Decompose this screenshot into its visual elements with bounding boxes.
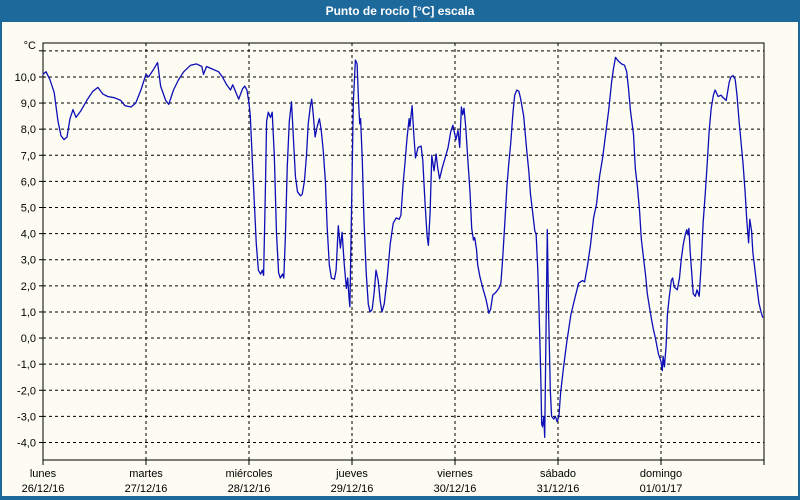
x-day-name-label: martes	[129, 468, 163, 480]
y-tick-label: 7,0	[21, 150, 36, 162]
y-tick-label: 9,0	[21, 98, 36, 110]
y-tick-label: 3,0	[21, 255, 36, 267]
x-date-label: 27/12/16	[125, 483, 168, 495]
y-tick-label: 8,0	[21, 124, 36, 136]
y-tick-label: -3,0	[17, 411, 36, 423]
x-date-label: 28/12/16	[228, 483, 271, 495]
x-date-label: 31/12/16	[537, 483, 580, 495]
y-tick-label: 10,0	[15, 72, 36, 84]
x-day-name-label: viernes	[437, 468, 473, 480]
x-day-name-label: lunes	[30, 468, 57, 480]
x-date-label: 29/12/16	[331, 483, 374, 495]
y-tick-label: -1,0	[17, 359, 36, 371]
window-title: Punto de rocío [°C] escala	[325, 4, 475, 18]
y-tick-label: -2,0	[17, 385, 36, 397]
y-tick-label: 4,0	[21, 229, 36, 241]
y-axis-unit-label: °C	[24, 40, 36, 52]
y-tick-label: 2,0	[21, 281, 36, 293]
y-tick-label: 1,0	[21, 307, 36, 319]
y-tick-label: -4,0	[17, 438, 36, 450]
plot-frame	[42, 42, 765, 461]
x-date-label: 26/12/16	[22, 483, 65, 495]
dew-point-series-line	[42, 56, 764, 438]
x-day-name-label: sábado	[540, 468, 576, 480]
x-day-name-label: miércoles	[225, 468, 273, 480]
x-day-name-label: domingo	[640, 468, 682, 480]
window-title-bar: Punto de rocío [°C] escala	[2, 0, 798, 22]
x-date-label: 30/12/16	[434, 483, 477, 495]
x-date-label: 01/01/17	[640, 483, 683, 495]
x-day-name-label: jueves	[335, 468, 368, 480]
y-tick-label: 6,0	[21, 176, 36, 188]
y-tick-label: 5,0	[21, 203, 36, 215]
y-tick-label: 0,0	[21, 333, 36, 345]
